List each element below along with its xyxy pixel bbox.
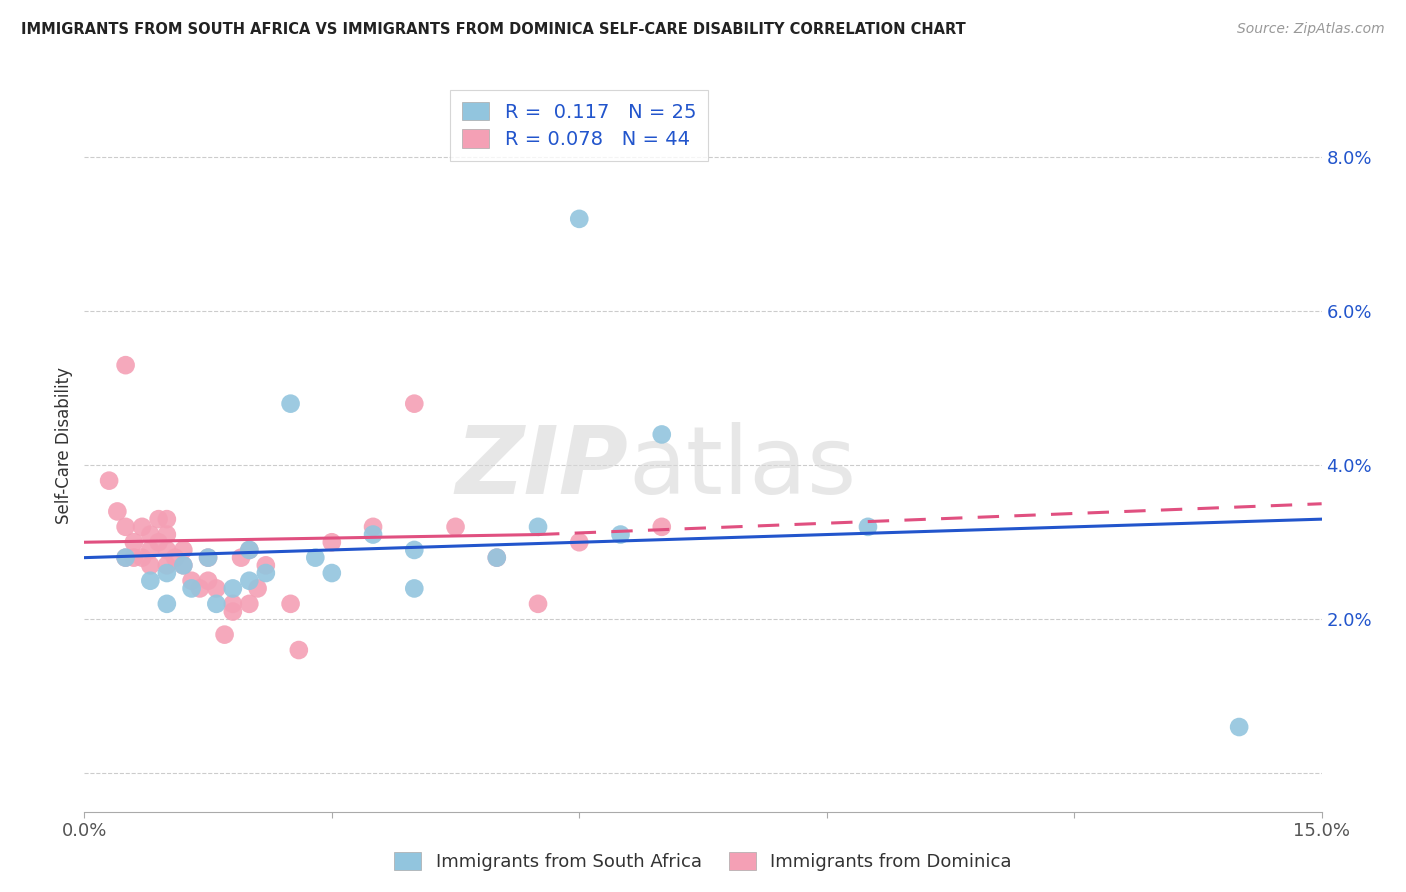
Point — [214, 627, 236, 641]
Point — [139, 558, 162, 573]
Point — [444, 520, 467, 534]
Point — [156, 512, 179, 526]
Point — [156, 597, 179, 611]
Point — [568, 535, 591, 549]
Point — [404, 543, 426, 558]
Point — [229, 550, 252, 565]
Point — [197, 574, 219, 588]
Text: ZIP: ZIP — [456, 422, 628, 514]
Point — [172, 558, 194, 573]
Point — [156, 558, 179, 573]
Point — [172, 558, 194, 573]
Point — [609, 527, 631, 541]
Point — [485, 550, 508, 565]
Point — [361, 520, 384, 534]
Point — [321, 566, 343, 580]
Point — [180, 582, 202, 596]
Point — [139, 527, 162, 541]
Point — [122, 550, 145, 565]
Point — [98, 474, 121, 488]
Point — [114, 550, 136, 565]
Point — [361, 527, 384, 541]
Point — [404, 582, 426, 596]
Point — [1227, 720, 1250, 734]
Point — [139, 574, 162, 588]
Point — [568, 211, 591, 226]
Point — [180, 574, 202, 588]
Point — [172, 543, 194, 558]
Point — [197, 550, 219, 565]
Point — [246, 582, 269, 596]
Text: Source: ZipAtlas.com: Source: ZipAtlas.com — [1237, 22, 1385, 37]
Point — [222, 597, 245, 611]
Point — [188, 582, 211, 596]
Point — [404, 397, 426, 411]
Point — [131, 520, 153, 534]
Point — [651, 427, 673, 442]
Point — [105, 504, 128, 518]
Point — [148, 535, 170, 549]
Point — [527, 520, 550, 534]
Point — [280, 397, 302, 411]
Point — [238, 574, 260, 588]
Point — [485, 550, 508, 565]
Legend: Immigrants from South Africa, Immigrants from Dominica: Immigrants from South Africa, Immigrants… — [387, 846, 1019, 879]
Point — [222, 582, 245, 596]
Point — [205, 597, 228, 611]
Point — [114, 520, 136, 534]
Point — [114, 358, 136, 372]
Point — [238, 543, 260, 558]
Point — [156, 527, 179, 541]
Point — [254, 558, 277, 573]
Point — [222, 605, 245, 619]
Point — [238, 597, 260, 611]
Point — [280, 597, 302, 611]
Text: IMMIGRANTS FROM SOUTH AFRICA VS IMMIGRANTS FROM DOMINICA SELF-CARE DISABILITY CO: IMMIGRANTS FROM SOUTH AFRICA VS IMMIGRAN… — [21, 22, 966, 37]
Point — [205, 582, 228, 596]
Point — [527, 597, 550, 611]
Point — [122, 535, 145, 549]
Point — [139, 543, 162, 558]
Point — [148, 512, 170, 526]
Point — [321, 535, 343, 549]
Point — [238, 543, 260, 558]
Text: atlas: atlas — [628, 422, 858, 514]
Legend: R =  0.117   N = 25, R = 0.078   N = 44: R = 0.117 N = 25, R = 0.078 N = 44 — [450, 90, 709, 161]
Point — [156, 543, 179, 558]
Point — [254, 566, 277, 580]
Point — [304, 550, 326, 565]
Point — [856, 520, 879, 534]
Point — [156, 566, 179, 580]
Point — [197, 550, 219, 565]
Point — [651, 520, 673, 534]
Point — [114, 550, 136, 565]
Point — [131, 550, 153, 565]
Point — [165, 550, 187, 565]
Y-axis label: Self-Care Disability: Self-Care Disability — [55, 368, 73, 524]
Point — [288, 643, 311, 657]
